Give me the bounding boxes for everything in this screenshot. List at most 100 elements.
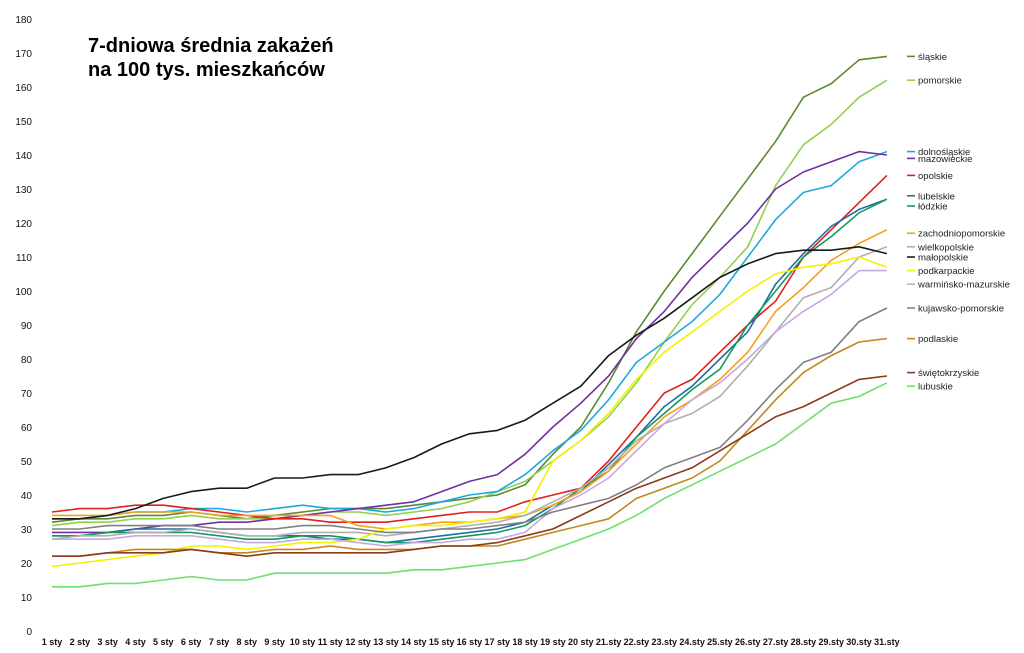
series-line bbox=[51, 246, 888, 540]
series-line bbox=[52, 307, 888, 534]
legend-label: lubuskie bbox=[918, 382, 953, 393]
x-tick-label: 26.sty bbox=[735, 637, 761, 647]
legend-label: opolskie bbox=[918, 171, 953, 182]
x-tick-label: 20 sty bbox=[568, 637, 594, 647]
x-tick-label: 12 sty bbox=[345, 637, 371, 647]
x-tick-label: 22.sty bbox=[624, 637, 650, 647]
y-tick-label: 140 bbox=[15, 151, 32, 162]
x-tick-label: 8 sty bbox=[237, 637, 258, 647]
legend-item: lubuskie bbox=[907, 382, 953, 393]
x-tick-label: 14 sty bbox=[401, 637, 427, 647]
legend-item: łódzkie bbox=[907, 202, 948, 213]
legend-label: lubelskie bbox=[918, 191, 955, 202]
y-tick-label: 160 bbox=[15, 83, 32, 94]
legend-item: śląskie bbox=[907, 52, 947, 63]
x-tick-label: 25.sty bbox=[707, 637, 733, 647]
legend-item: małopolskie bbox=[907, 253, 968, 264]
legend-item: warmińsko-mazurskie bbox=[907, 280, 1010, 291]
y-tick-label: 110 bbox=[16, 253, 32, 264]
x-tick-label: 24.sty bbox=[679, 637, 705, 647]
series-line bbox=[51, 55, 887, 523]
y-tick-label: 0 bbox=[26, 627, 32, 638]
series-line bbox=[52, 382, 888, 588]
legend-label: pomorskie bbox=[918, 76, 962, 87]
legend-item: podlaskie bbox=[907, 334, 958, 345]
legend-item: dolnośląskie bbox=[907, 147, 970, 158]
legend-item: zachodniopomorskie bbox=[907, 229, 1005, 240]
x-axis: 1 sty 2 sty 3 sty 4 sty 5 sty 6 sty 7 sty 8 sty… bbox=[42, 637, 900, 647]
x-tick-label: 10 sty bbox=[290, 637, 316, 647]
x-tick-label: 4 sty bbox=[125, 637, 146, 647]
legend-label: warmińsko-mazurskie bbox=[917, 280, 1010, 291]
y-tick-label: 50 bbox=[21, 457, 33, 468]
legend-label: dolnośląskie bbox=[918, 147, 970, 158]
legend-item: pomorskie bbox=[907, 76, 962, 87]
x-tick-label: 11 sty bbox=[318, 637, 343, 647]
y-axis: 0 10 20 30 40 50 60 70 80 90 100 110 120 130 140 150 160… bbox=[15, 15, 32, 638]
x-tick-label: 5 sty bbox=[153, 637, 174, 647]
series-line bbox=[52, 246, 888, 520]
legend-item: świętokrzyskie bbox=[907, 368, 979, 379]
y-tick-label: 40 bbox=[21, 491, 33, 502]
y-tick-label: 60 bbox=[21, 423, 33, 434]
chart-title: 7-dniowa średnia zakażeń na 100 tys. mie… bbox=[88, 34, 334, 82]
y-tick-label: 20 bbox=[21, 559, 33, 570]
legend-label: kujawsko-pomorskie bbox=[918, 304, 1004, 315]
legend-item: podkarpackie bbox=[907, 266, 975, 277]
series-line bbox=[52, 229, 888, 530]
x-tick-label: 19 sty bbox=[540, 637, 566, 647]
series-line bbox=[52, 269, 887, 547]
legend-item: opolskie bbox=[907, 171, 953, 182]
series-line bbox=[52, 198, 888, 544]
series-line bbox=[52, 150, 887, 534]
legend-item: mazowieckie bbox=[907, 154, 972, 165]
legend-label: podkarpackie bbox=[918, 266, 975, 277]
x-tick-label: 2 sty bbox=[70, 637, 91, 647]
series-line bbox=[51, 256, 888, 568]
legend-label: wielkopolskie bbox=[917, 242, 974, 253]
x-tick-label: 7 sty bbox=[209, 637, 230, 647]
legend-item: kujawsko-pomorskie bbox=[907, 304, 1004, 315]
x-tick-label: 30.sty bbox=[846, 637, 872, 647]
x-tick-label: 27.sty bbox=[763, 637, 789, 647]
x-tick-label: 21.sty bbox=[596, 637, 622, 647]
x-tick-label: 17 sty bbox=[485, 637, 511, 647]
legend-label: podlaskie bbox=[918, 334, 958, 345]
y-tick-label: 180 bbox=[15, 15, 32, 26]
x-tick-label: 9 sty bbox=[264, 637, 285, 647]
x-tick-label: 23.sty bbox=[651, 637, 677, 647]
legend-label: świętokrzyskie bbox=[918, 368, 979, 379]
y-tick-label: 130 bbox=[15, 185, 32, 196]
x-tick-label: 15 sty bbox=[429, 637, 455, 647]
x-tick-label: 16 sty bbox=[457, 637, 483, 647]
series-line bbox=[52, 375, 887, 558]
y-tick-label: 70 bbox=[21, 389, 33, 400]
y-tick-label: 150 bbox=[15, 117, 32, 128]
x-tick-label: 3 sty bbox=[97, 637, 118, 647]
y-tick-label: 90 bbox=[21, 321, 33, 332]
y-tick-label: 100 bbox=[15, 287, 32, 298]
series-line bbox=[52, 198, 888, 544]
x-tick-label: 6 sty bbox=[181, 637, 202, 647]
chart-title-line1: 7-dniowa średnia zakażeń bbox=[88, 35, 334, 57]
legend-item: wielkopolskie bbox=[907, 242, 974, 253]
series-line bbox=[51, 79, 888, 527]
legend-item: lubelskie bbox=[907, 191, 955, 202]
x-tick-label: 31.sty bbox=[874, 637, 900, 647]
x-tick-label: 13 sty bbox=[373, 637, 399, 647]
legend-label: mazowieckie bbox=[918, 154, 972, 165]
y-tick-label: 80 bbox=[21, 355, 33, 366]
y-tick-label: 30 bbox=[21, 525, 33, 536]
y-tick-label: 170 bbox=[15, 49, 32, 60]
x-tick-label: 18 sty bbox=[512, 637, 538, 647]
x-tick-label: 29.sty bbox=[818, 637, 844, 647]
y-tick-label: 10 bbox=[21, 593, 33, 604]
x-tick-label: 1 sty bbox=[42, 637, 63, 647]
legend-label: łódzkie bbox=[918, 202, 948, 213]
series-line bbox=[52, 337, 887, 558]
legend-label: zachodniopomorskie bbox=[918, 229, 1005, 240]
legend-label: małopolskie bbox=[918, 253, 968, 264]
y-tick-label: 120 bbox=[15, 219, 32, 230]
